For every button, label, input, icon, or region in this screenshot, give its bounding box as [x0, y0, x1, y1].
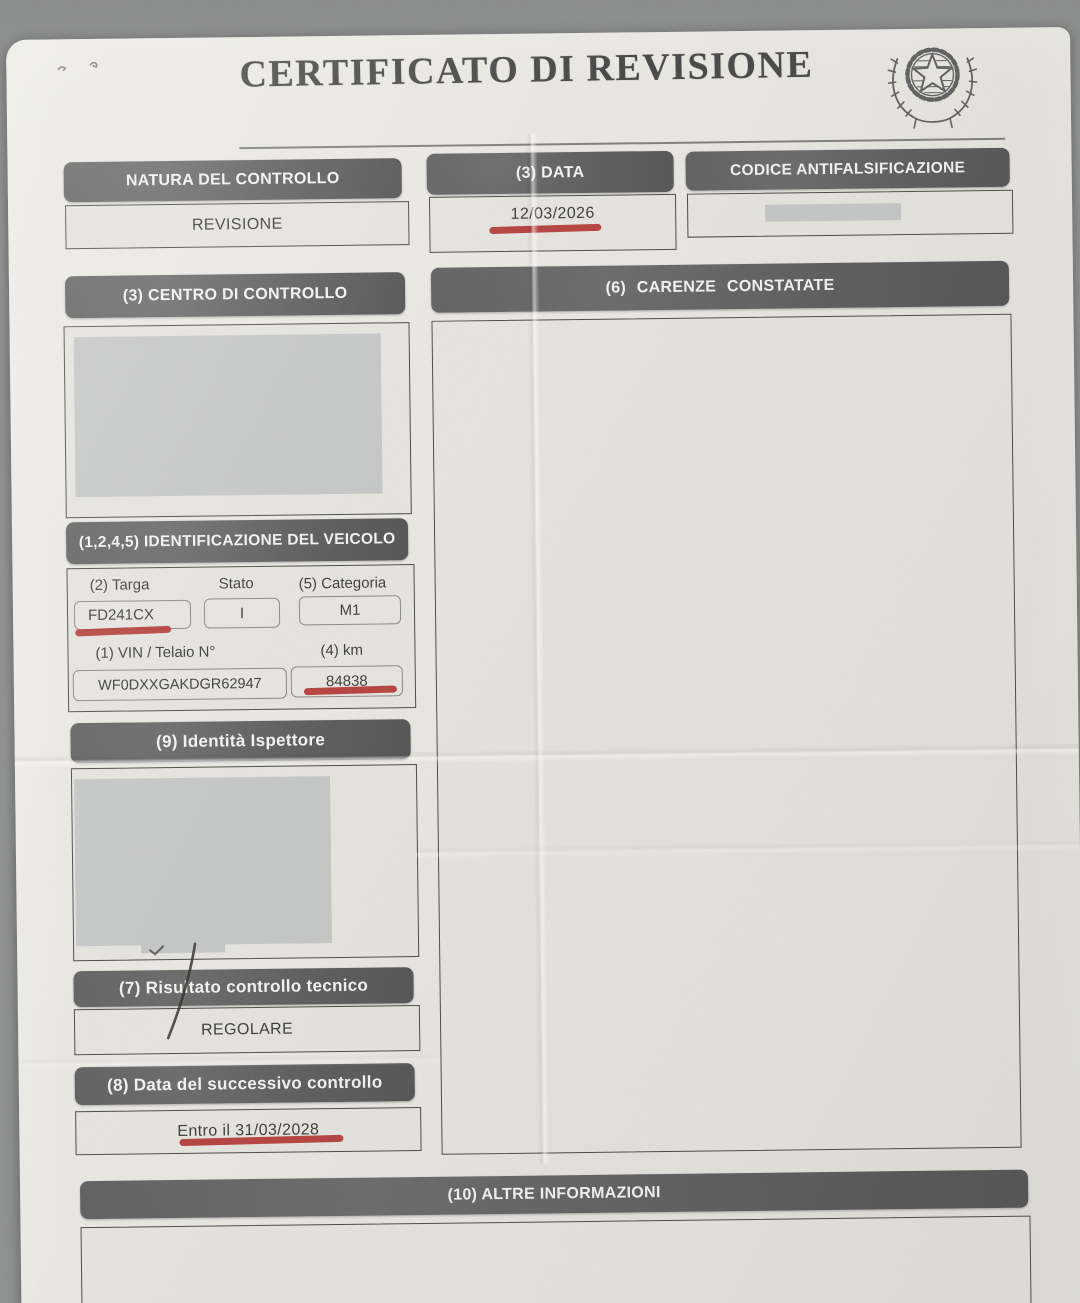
categoria-value: M1	[298, 595, 402, 626]
certificate-sheet: CERTIFICATO DI REVISIONE NATURA DEL CONT…	[6, 27, 1080, 1303]
stato-label: Stato	[218, 575, 254, 593]
stato-value: I	[203, 597, 281, 629]
risultato-value: REGOLARE	[73, 1005, 421, 1056]
title-divider	[239, 137, 1006, 150]
section-header-centro-controllo: (3) CENTRO DI CONTROLLO	[64, 272, 406, 319]
successivo-controllo-value: Entro il 31/03/2028	[75, 1107, 422, 1156]
vin-value: WF0DXXGAKDGR62947	[72, 667, 288, 702]
centro-controllo-redaction	[73, 333, 383, 498]
section-header-altre-informazioni: (10) ALTRE INFORMAZIONI	[79, 1169, 1029, 1220]
categoria-label: (5) Categoria	[298, 574, 387, 593]
codice-antifalsificazione-redaction	[765, 203, 902, 222]
section-header-natura-controllo: NATURA DEL CONTROLLO	[63, 158, 402, 203]
targa-label: (2) Targa	[89, 576, 150, 595]
carenze-box	[431, 313, 1022, 1155]
targa-value: FD241CX	[73, 599, 192, 631]
altre-informazioni-box	[80, 1215, 1033, 1303]
ispettore-redaction	[74, 776, 333, 947]
section-header-risultato: (7) Risultato controllo tecnico	[73, 967, 414, 1008]
section-header-codice-antifalsificazione: CODICE ANTIFALSIFICAZIONE	[685, 147, 1010, 191]
km-label: (4) km	[320, 641, 364, 660]
ispettore-redaction-step	[141, 942, 226, 954]
section-header-carenze: (6) CARENZE CONSTATATE	[430, 260, 1010, 313]
data-controllo-value: 12/03/2026	[428, 193, 677, 253]
section-header-identificazione: (1,2,4,5) IDENTIFICAZIONE DEL VEICOLO	[65, 518, 409, 565]
section-header-data: (3) DATA	[426, 150, 674, 195]
section-header-successivo-controllo: (8) Data del successivo controllo	[74, 1063, 415, 1106]
page-title: CERTIFICATO DI REVISIONE	[239, 43, 814, 96]
vin-label: (1) VIN / Telaio N°	[95, 643, 216, 662]
natura-controllo-value: REVISIONE	[65, 201, 410, 250]
